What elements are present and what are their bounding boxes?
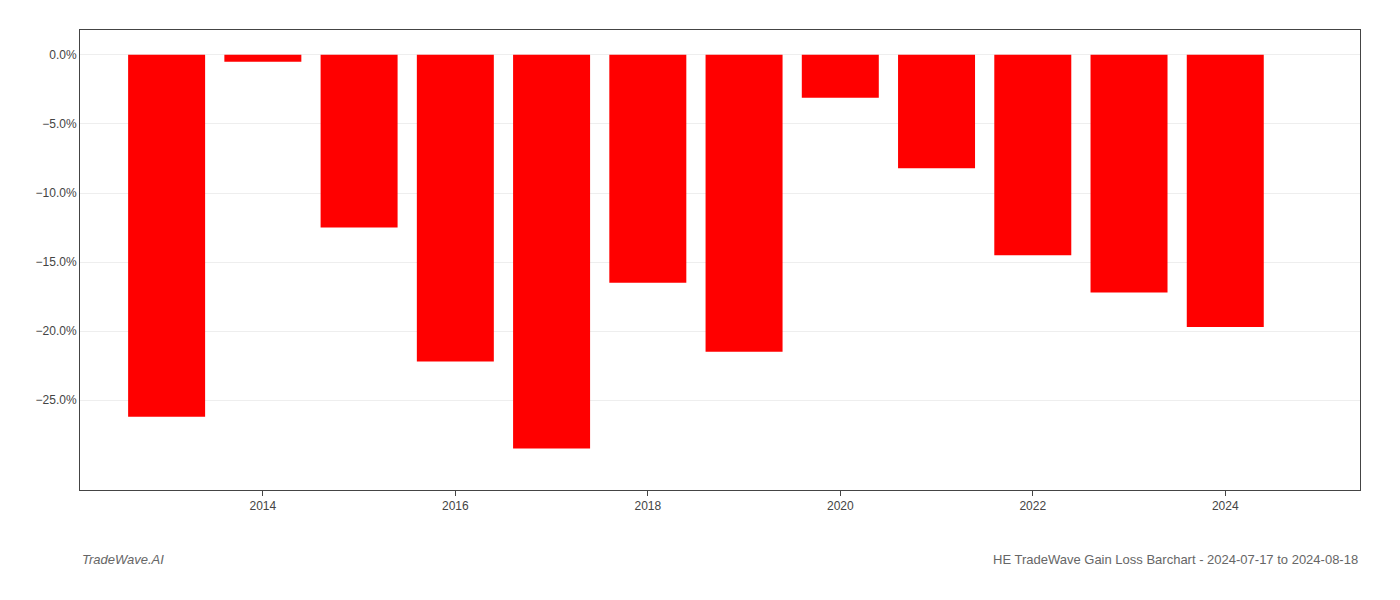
svg-text:2018: 2018 — [634, 499, 661, 513]
svg-text:TradeWave.AI: TradeWave.AI — [82, 552, 164, 567]
svg-text:−25.0%: −25.0% — [36, 393, 77, 407]
svg-text:2016: 2016 — [442, 499, 469, 513]
svg-text:2014: 2014 — [250, 499, 277, 513]
svg-text:−20.0%: −20.0% — [36, 324, 77, 338]
svg-text:−5.0%: −5.0% — [42, 117, 77, 131]
svg-text:2022: 2022 — [1019, 499, 1046, 513]
svg-text:2020: 2020 — [827, 499, 854, 513]
svg-text:2024: 2024 — [1212, 499, 1239, 513]
svg-text:−10.0%: −10.0% — [36, 186, 77, 200]
svg-text:HE TradeWave Gain Loss Barchar: HE TradeWave Gain Loss Barchart - 2024-0… — [993, 552, 1358, 567]
svg-text:−15.0%: −15.0% — [36, 255, 77, 269]
svg-text:0.0%: 0.0% — [49, 48, 77, 62]
